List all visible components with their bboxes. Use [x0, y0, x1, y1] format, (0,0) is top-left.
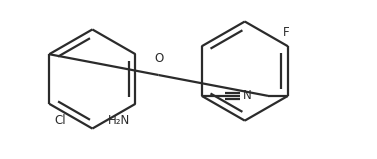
- Text: N: N: [242, 89, 251, 102]
- Text: F: F: [283, 26, 289, 39]
- Text: O: O: [154, 52, 163, 65]
- Text: H₂N: H₂N: [108, 114, 130, 127]
- Text: Cl: Cl: [54, 114, 66, 127]
